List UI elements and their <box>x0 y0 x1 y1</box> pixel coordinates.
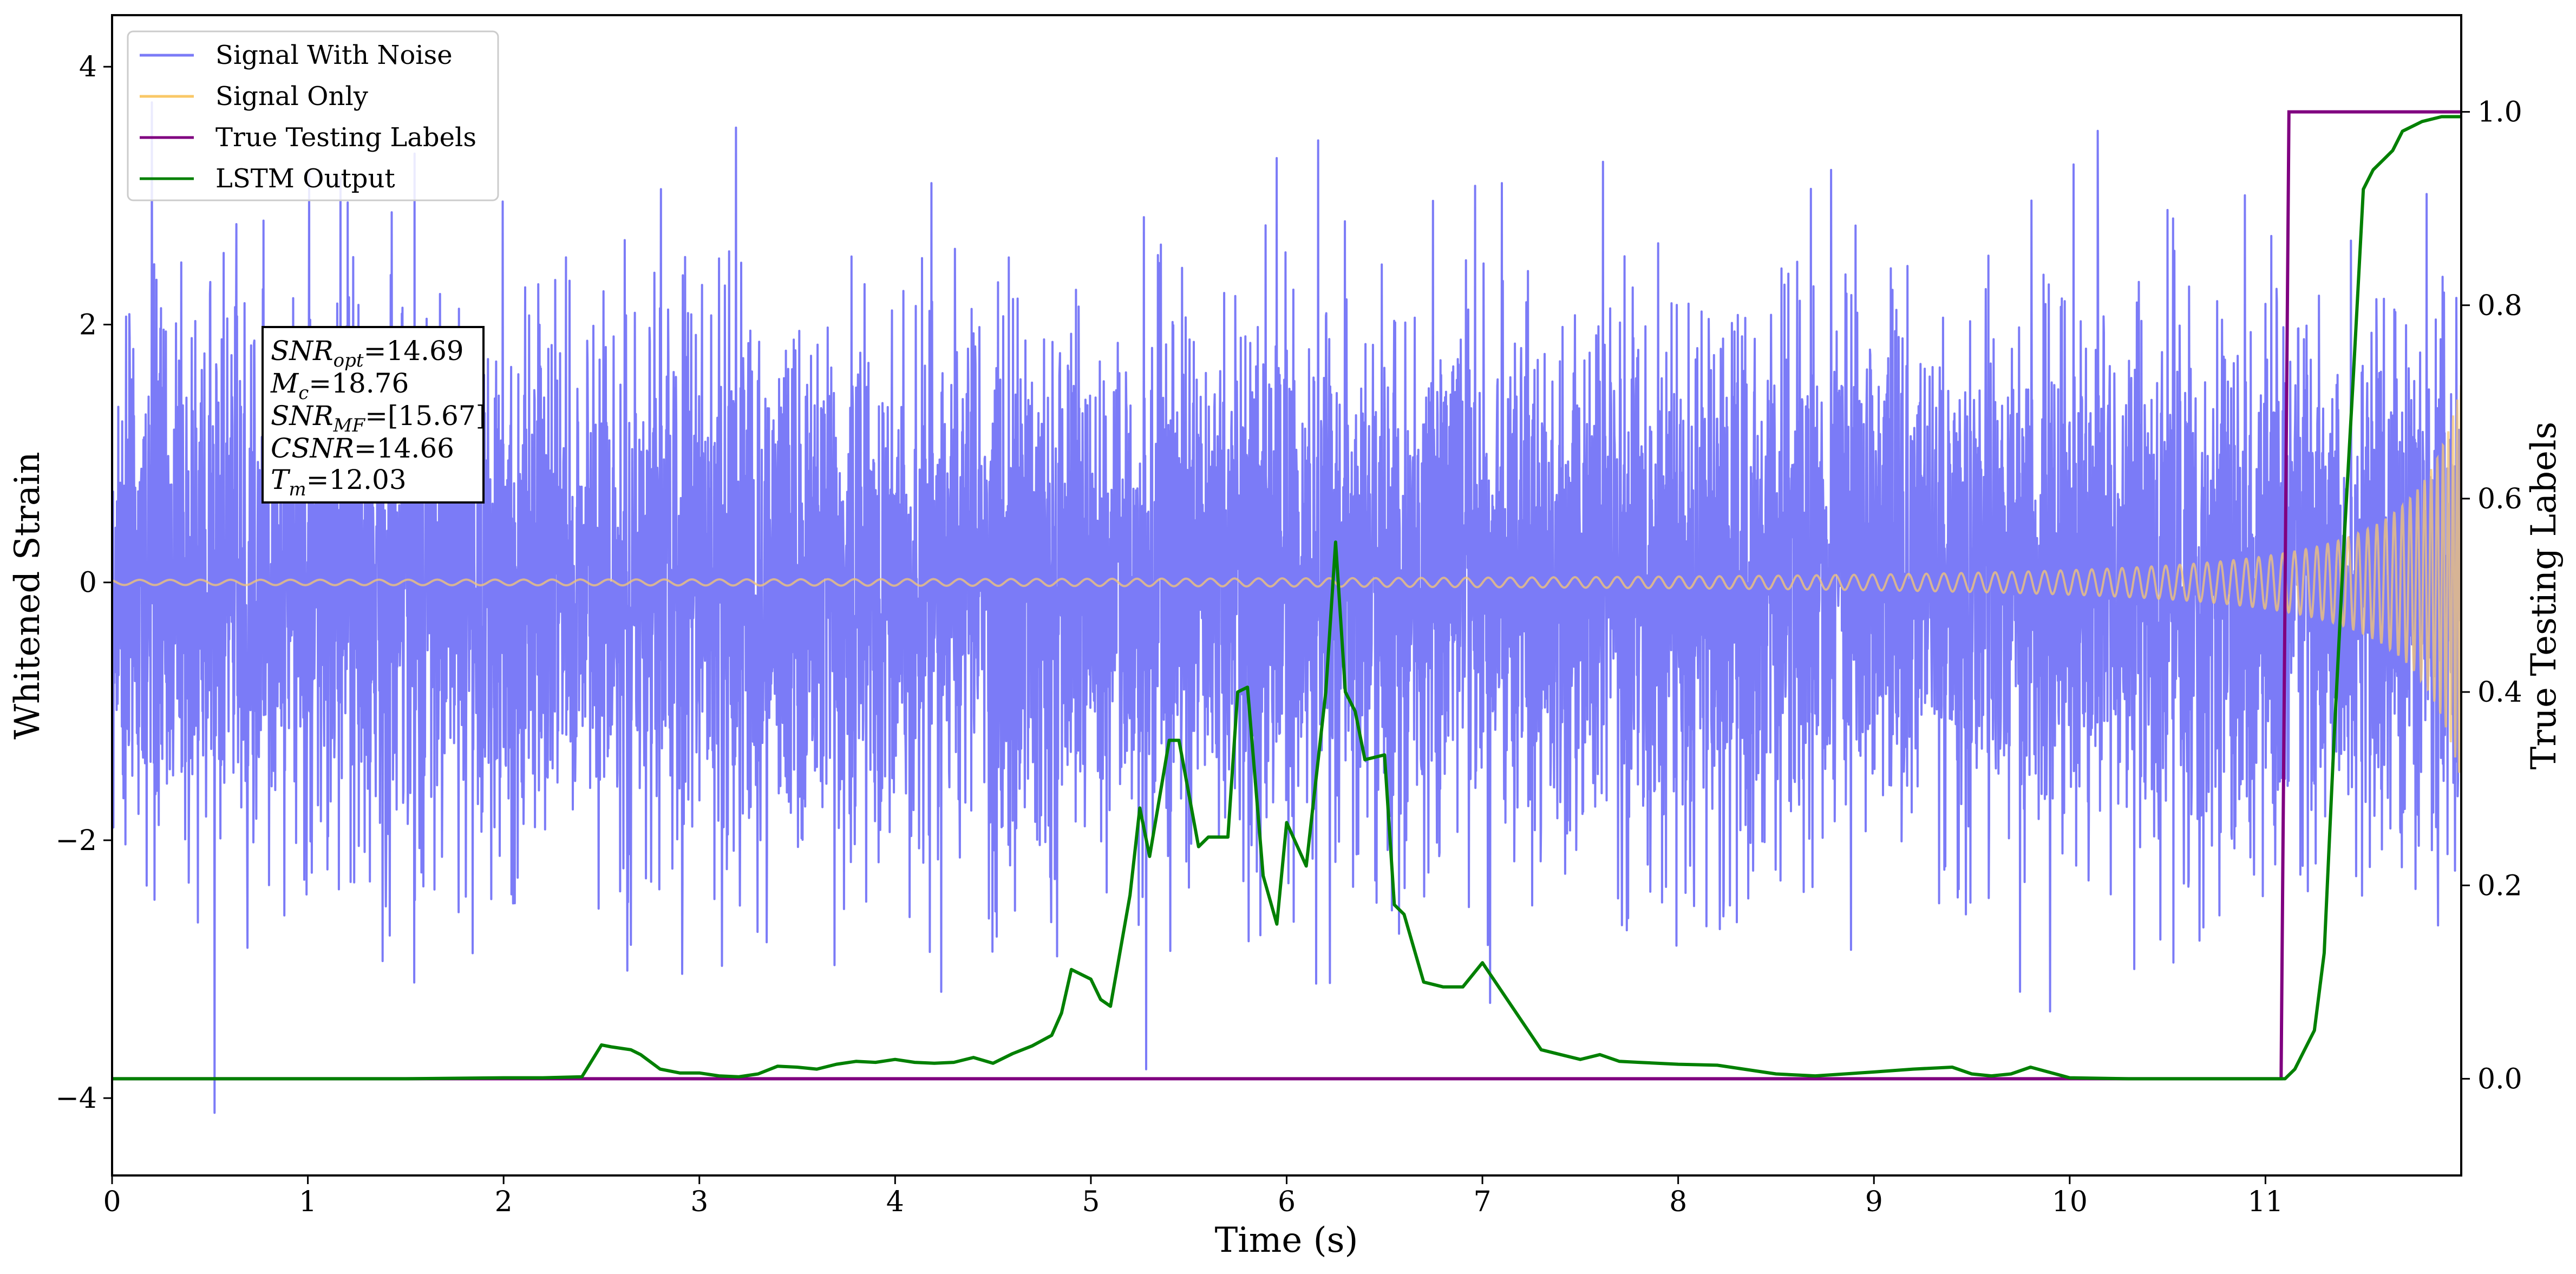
y-tick-label: 2 <box>79 309 97 341</box>
y-tick-label: −4 <box>55 1082 97 1115</box>
series-line-signal-only <box>112 385 2461 773</box>
param-chirp-mass: Mc=18.76 <box>270 368 409 404</box>
x-tick-label: 10 <box>2052 1186 2088 1218</box>
legend-box <box>127 30 499 201</box>
y-axis-title-right: True Testing Labels <box>2524 422 2564 770</box>
y-right-tick-label: 0.6 <box>2477 483 2522 515</box>
parameter-box-frame <box>261 326 485 504</box>
y-axis-left: 4 2 0 −2 −4 <box>55 51 112 1115</box>
x-axis: 0 1 2 3 4 5 6 7 8 9 10 11 <box>103 1175 2284 1218</box>
param-snr-mf: SNRMF=[15.67] <box>271 400 486 436</box>
y-axis-right: 0.0 0.2 0.4 0.6 0.8 1.0 <box>2461 96 2522 1095</box>
series-line-signal-with-noise <box>112 101 2461 1114</box>
x-tick-label: 11 <box>2247 1186 2283 1218</box>
y-right-tick-label: 0.0 <box>2477 1063 2522 1095</box>
parameter-box: SNRopt=14.69 Mc=18.76 SNRMF=[15.67] CSNR… <box>261 326 486 504</box>
x-tick-label: 9 <box>1865 1186 1883 1218</box>
x-tick-label: 6 <box>1278 1186 1296 1218</box>
legend-label-signal-with-noise: Signal With Noise <box>215 40 453 70</box>
x-tick-label: 0 <box>103 1186 121 1218</box>
y-right-tick-label: 1.0 <box>2477 96 2522 129</box>
param-csnr: CSNR=14.66 <box>271 433 454 464</box>
x-axis-title: Time (s) <box>1215 1220 1358 1260</box>
x-tick-label: 2 <box>495 1186 513 1218</box>
y-axis-title-left: Whitened Strain <box>8 452 48 739</box>
legend-label-lstm-output: LSTM Output <box>215 164 395 194</box>
plot-area <box>112 101 2461 1114</box>
param-snr-opt: SNRopt=14.69 <box>271 335 464 371</box>
y-right-tick-label: 0.4 <box>2477 676 2522 709</box>
series-line-true-testing-labels <box>112 110 2461 1081</box>
x-tick-label: 8 <box>1669 1186 1687 1218</box>
x-tick-label: 3 <box>690 1186 708 1218</box>
y-right-tick-label: 0.2 <box>2477 870 2522 902</box>
legend-label-signal-only: Signal Only <box>215 81 368 112</box>
legend-label-true-testing-labels: True Testing Labels <box>215 122 476 153</box>
x-tick-label: 5 <box>1082 1186 1100 1218</box>
y-tick-label: −2 <box>55 825 97 857</box>
series-line-lstm-output <box>112 115 2461 1081</box>
x-tick-label: 4 <box>886 1186 904 1218</box>
x-tick-label: 1 <box>299 1186 317 1218</box>
y-right-tick-label: 0.8 <box>2477 290 2522 322</box>
legend: Signal With Noise Signal Only True Testi… <box>127 30 499 201</box>
param-merger-time: Tm=12.03 <box>271 464 407 500</box>
x-tick-label: 7 <box>1474 1186 1492 1218</box>
y-tick-label: 4 <box>79 51 97 83</box>
y-tick-label: 0 <box>79 567 97 599</box>
